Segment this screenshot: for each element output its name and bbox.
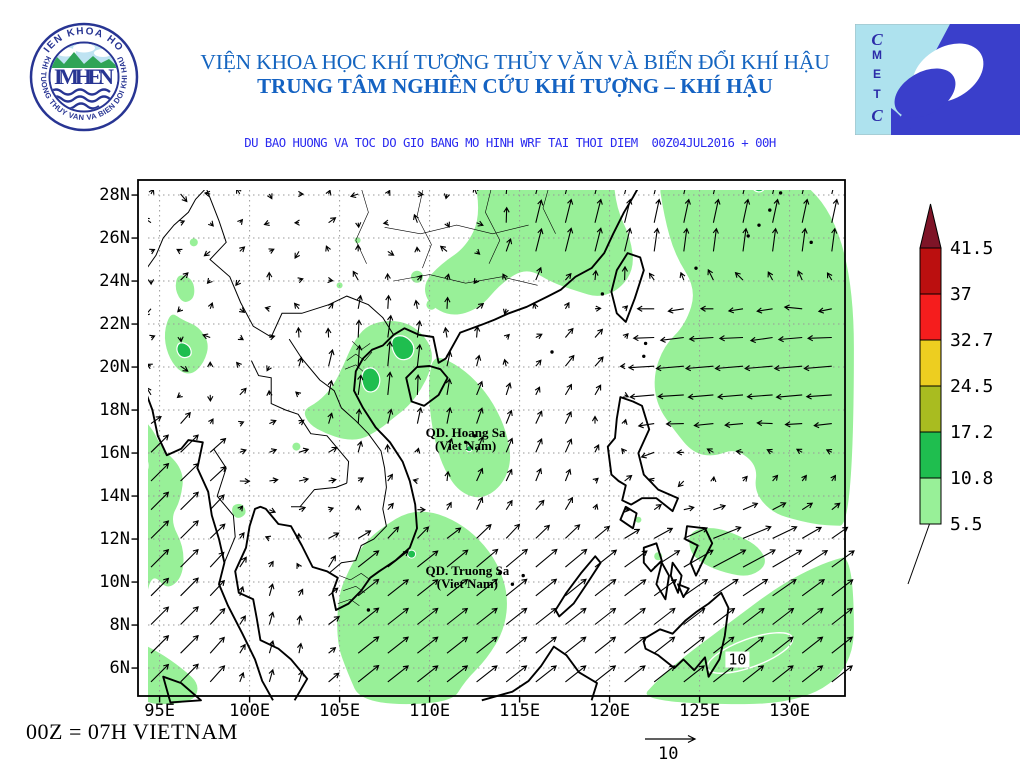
colorbar-segment xyxy=(919,293,942,341)
time-conversion-note: 00Z = 07H VIETNAM xyxy=(26,719,238,744)
cmetc-letter-m-1: M xyxy=(872,48,882,62)
map-content: QD. Hoang Sa(Viet Nam)QD. Truong Sa(Viet… xyxy=(148,190,855,706)
colorbar-level-17.2: 17.2 xyxy=(950,422,993,443)
map-frame xyxy=(137,179,846,697)
y-axis-label-20N: 20N xyxy=(99,357,130,378)
truong-sa-label: QD. Truong Sa xyxy=(426,563,510,578)
hoang-sa-label: QD. Hoang Sa xyxy=(426,425,506,440)
coastlines xyxy=(148,190,813,704)
colorbar-level-37: 37 xyxy=(950,284,972,305)
colorbar-level-5.5: 5.5 xyxy=(950,514,983,535)
x-axis-label-100E: 100E xyxy=(229,701,271,721)
org-title-line2: TRUNG TÂM NGHIÊN CỨU KHÍ TƯỢNG – KHÍ HẬU xyxy=(257,74,773,98)
y-axis-label-26N: 26N xyxy=(99,228,130,249)
colorbar-segment xyxy=(919,339,942,387)
wind-forecast-map: QD. Hoang Sa(Viet Nam)QD. Truong Sa(Viet… xyxy=(131,179,855,706)
x-axis-label-115E: 115E xyxy=(499,701,541,721)
y-axis-label-14N: 14N xyxy=(99,486,130,507)
y-axis-label-10N: 10N xyxy=(99,572,130,593)
y-axis-label-22N: 22N xyxy=(99,314,130,335)
cmetc-letter-e-2: E xyxy=(872,67,881,81)
x-axis-label-120E: 120E xyxy=(589,701,631,721)
axis-ticks xyxy=(131,194,791,703)
x-axis-label-95E: 95E xyxy=(144,701,175,721)
graticule xyxy=(148,190,845,696)
colorbar-segment xyxy=(919,247,942,295)
cmetc-logo-graphic xyxy=(854,23,1021,136)
imhen-logo: IMHEN VIEN KHOA HOC KHI TUONG THUY VAN V… xyxy=(18,12,139,132)
colorbar-segment xyxy=(919,431,942,479)
x-axis-label-105E: 105E xyxy=(319,701,361,721)
colorbar-segment xyxy=(919,477,942,525)
x-axis-label-110E: 110E xyxy=(409,701,451,721)
cmetc-letter-t-3: T xyxy=(873,87,881,101)
y-axis-label-24N: 24N xyxy=(99,271,130,292)
colorbar-level-32.7: 32.7 xyxy=(950,330,993,351)
y-axis-label-16N: 16N xyxy=(99,443,130,464)
reference-wind-arrow: 10 xyxy=(645,734,697,764)
wind-vectors xyxy=(148,190,855,683)
colorbar-level-10.8: 10.8 xyxy=(950,468,993,489)
imhen-logo-mountains xyxy=(50,52,118,69)
colorbar-level-41.5: 41.5 xyxy=(950,238,993,259)
y-axis-label-8N: 8N xyxy=(109,615,130,636)
truong-sa-label-line2: (Viet Nam) xyxy=(437,576,498,591)
y-axis-label-28N: 28N xyxy=(99,185,130,206)
colorbar-spike xyxy=(919,203,942,249)
x-axis-label-125E: 125E xyxy=(679,701,721,721)
cmetc-letter-c-0: C xyxy=(871,30,883,49)
wind-speed-shading xyxy=(148,190,855,706)
org-title-line1: VIỆN KHOA HỌC KHÍ TƯỢNG THỦY VĂN VÀ BIẾN… xyxy=(200,50,830,74)
cmetc-letter-c-4: C xyxy=(871,106,883,125)
x-axis-label-130E: 130E xyxy=(769,701,811,721)
hoang-sa-label-line2: (Viet Nam) xyxy=(435,438,496,453)
contour-label-10: 10 xyxy=(728,651,746,669)
colorbar-segment xyxy=(919,385,942,433)
colorbar-level-24.5: 24.5 xyxy=(950,376,993,397)
wind-speed-colorbar: 41.5 37 32.7 24.5 17.2 10.8 5.5 xyxy=(907,203,993,585)
province-boundaries xyxy=(337,190,556,606)
y-axis-label-12N: 12N xyxy=(99,529,130,550)
colorbar-tail xyxy=(907,523,930,585)
imhen-logo-emblem: IMHEN xyxy=(50,43,118,110)
y-axis-label-18N: 18N xyxy=(99,400,130,421)
map-caption: DU BAO HUONG VA TOC DO GIO BANG MO HINH … xyxy=(244,136,776,150)
reference-arrow-value: 10 xyxy=(658,744,678,764)
imhen-acronym: IMHEN xyxy=(54,64,114,89)
y-axis-label-6N: 6N xyxy=(109,658,130,679)
